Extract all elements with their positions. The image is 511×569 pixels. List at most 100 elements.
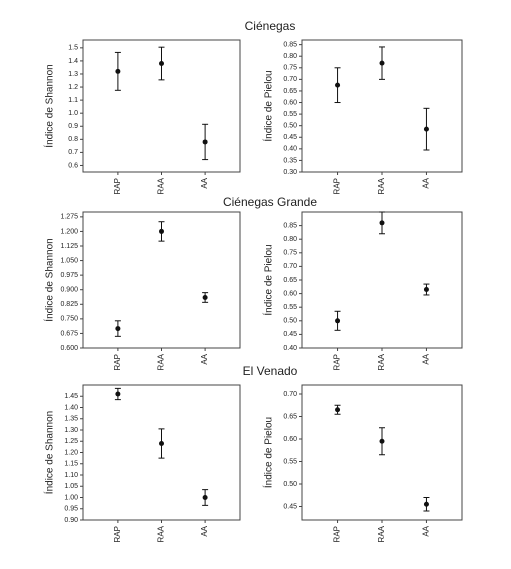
y-tick-label: 0.95 <box>64 506 78 513</box>
y-tick-label: 0.9 <box>68 123 78 130</box>
y-tick-label: 0.90 <box>64 517 78 524</box>
y-tick-label: 1.00 <box>64 494 78 501</box>
y-tick-label: 0.40 <box>283 345 297 352</box>
y-tick-label: 1.05 <box>64 483 78 490</box>
y-tick-label: 0.45 <box>283 331 297 338</box>
y-tick-label: 0.750 <box>60 316 78 323</box>
point <box>379 60 385 66</box>
y-tick-label: 0.60 <box>283 290 297 297</box>
x-tick-label: RAA <box>377 353 386 370</box>
point <box>115 326 121 332</box>
y-tick-label: 0.70 <box>283 391 297 398</box>
y-tick-label: 0.8 <box>68 136 78 143</box>
point <box>159 228 164 234</box>
y-tick-label: 0.55 <box>283 458 297 465</box>
point <box>115 391 121 397</box>
y-tick-label: 0.7 <box>68 149 78 156</box>
y-tick-label: 1.275 <box>60 214 78 221</box>
y-tick-label: 1.35 <box>64 416 78 423</box>
point <box>335 82 341 88</box>
x-tick-label: RAP <box>113 354 122 370</box>
y-tick-label: 1.050 <box>60 257 78 264</box>
y-tick-label: 1.3 <box>68 71 78 78</box>
y-tick-label: 0.35 <box>283 157 297 164</box>
y-tick-label: 0.85 <box>283 41 297 48</box>
y-tick-label: 1.30 <box>64 427 78 434</box>
point <box>159 441 164 446</box>
point <box>159 61 164 67</box>
y-tick-label: 0.75 <box>283 250 297 257</box>
y-tick-label: 1.45 <box>64 393 78 400</box>
y-tick-label: 1.25 <box>64 438 78 445</box>
y-tick-label: 0.80 <box>283 236 297 243</box>
y-tick-label: 0.75 <box>283 65 297 72</box>
y-tick-label: 0.85 <box>283 222 297 229</box>
point <box>423 501 429 507</box>
point <box>379 438 385 444</box>
x-tick-label: RAA <box>157 525 166 542</box>
x-tick-label: RAP <box>113 526 122 542</box>
x-tick-label: AA <box>200 525 209 536</box>
point <box>202 294 208 300</box>
y-tick-label: 0.50 <box>283 318 297 325</box>
y-axis-label: Índice de Shannon <box>43 238 56 321</box>
y-tick-label: 0.6 <box>68 162 78 169</box>
y-tick-label: 0.45 <box>283 134 297 141</box>
y-tick-label: 0.900 <box>60 287 78 294</box>
y-tick-label: 1.5 <box>68 45 78 52</box>
y-tick-label: 1.4 <box>68 58 78 65</box>
section-title: Ciénegas <box>245 19 296 33</box>
y-tick-label: 0.50 <box>283 123 297 130</box>
point <box>379 220 385 226</box>
section-title: Ciénegas Grande <box>223 195 317 209</box>
x-tick-label: RAP <box>333 178 342 194</box>
x-tick-label: RAA <box>157 177 166 194</box>
y-tick-label: 0.60 <box>283 99 297 106</box>
y-tick-label: 1.40 <box>64 404 78 411</box>
y-tick-label: 0.675 <box>60 330 78 337</box>
y-tick-label: 1.20 <box>64 449 78 456</box>
y-tick-label: 1.1 <box>68 97 78 104</box>
y-tick-label: 1.10 <box>64 472 78 479</box>
y-tick-label: 0.70 <box>283 76 297 83</box>
y-tick-label: 1.15 <box>64 461 78 468</box>
y-axis-label: Índice de Shannon <box>43 411 56 494</box>
x-tick-label: RAP <box>333 526 342 542</box>
x-tick-label: AA <box>200 353 209 364</box>
x-tick-label: AA <box>422 353 431 364</box>
x-tick-label: RAA <box>377 177 386 194</box>
point <box>423 287 429 293</box>
y-tick-label: 0.60 <box>283 436 297 443</box>
point <box>335 318 341 324</box>
y-tick-label: 0.600 <box>60 345 78 352</box>
x-tick-label: AA <box>422 525 431 536</box>
y-tick-label: 0.825 <box>60 301 78 308</box>
point <box>202 495 208 500</box>
y-tick-label: 1.0 <box>68 110 78 117</box>
x-tick-label: RAA <box>377 525 386 542</box>
y-axis-label: Índice de Shannon <box>43 64 56 147</box>
y-axis-label: Índice de Pielou <box>262 417 275 488</box>
y-tick-label: 0.80 <box>283 53 297 60</box>
y-tick-label: 1.125 <box>60 243 78 250</box>
y-tick-label: 1.2 <box>68 84 78 91</box>
y-axis-label: Índice de Pielou <box>262 70 275 141</box>
y-tick-label: 0.40 <box>283 146 297 153</box>
point <box>115 68 121 74</box>
y-tick-label: 0.70 <box>283 263 297 270</box>
y-tick-label: 1.200 <box>60 228 78 235</box>
y-tick-label: 0.55 <box>283 304 297 311</box>
x-tick-label: AA <box>200 177 209 188</box>
point <box>202 139 208 145</box>
y-tick-label: 0.30 <box>283 169 297 176</box>
y-tick-label: 0.65 <box>283 277 297 284</box>
y-tick-label: 0.65 <box>283 88 297 95</box>
point <box>423 126 429 132</box>
point <box>335 407 341 413</box>
y-tick-label: 0.45 <box>283 503 297 510</box>
x-tick-label: RAA <box>157 353 166 370</box>
x-tick-label: RAP <box>333 354 342 370</box>
y-tick-label: 0.65 <box>283 413 297 420</box>
y-tick-label: 0.975 <box>60 272 78 279</box>
